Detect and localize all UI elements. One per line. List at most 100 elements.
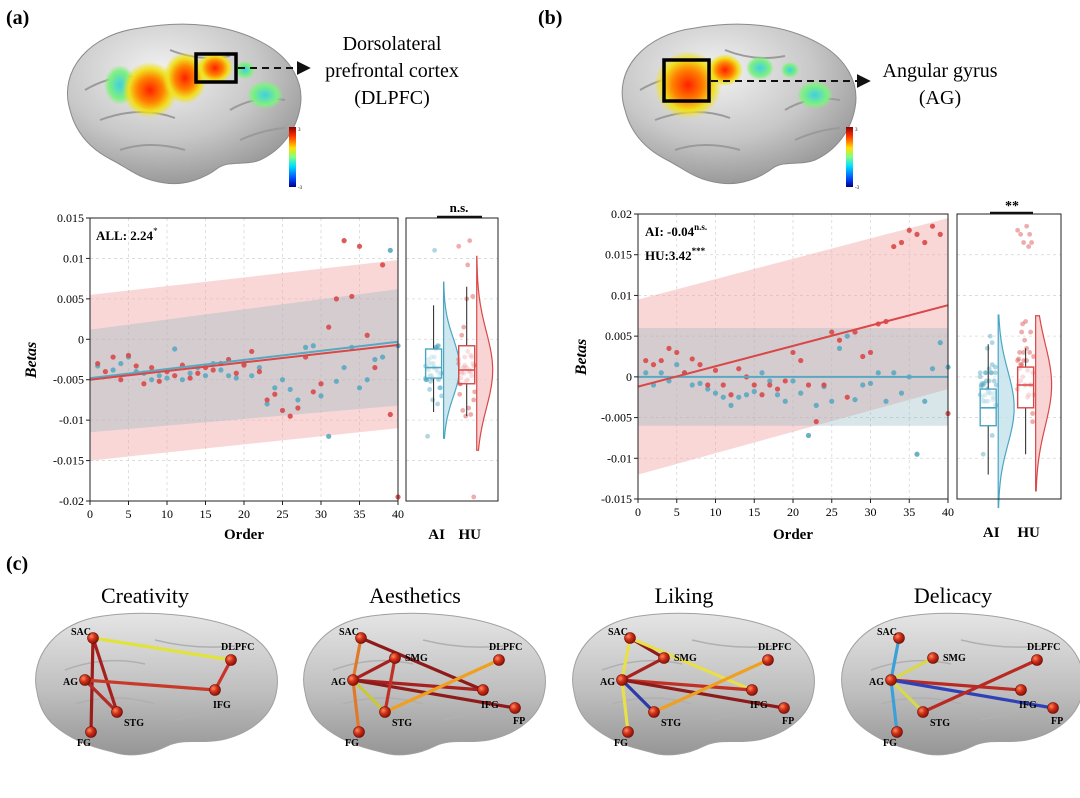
data-point-hu <box>279 407 286 414</box>
data-point-ai <box>813 402 819 408</box>
data-point-ai <box>256 364 262 371</box>
panel-b-brain <box>621 23 871 185</box>
tick-label-x: 30 <box>315 507 327 521</box>
edge-ag-stg <box>351 678 387 714</box>
dist-point-ai <box>979 380 985 386</box>
dist-point-ai <box>427 387 432 392</box>
node-sac <box>87 632 99 644</box>
dist-point-hu <box>459 332 465 338</box>
node-smg <box>658 652 670 664</box>
panel-b-points <box>643 223 951 457</box>
panel-b-fit-lines <box>637 304 949 388</box>
dist-point-ai <box>992 370 998 376</box>
tick-label-y: -0.02 <box>59 494 84 508</box>
tick-label-x: 20 <box>787 505 799 519</box>
data-point-hu <box>643 357 649 364</box>
panel-a-distribution: AI HU <box>423 238 494 543</box>
data-point-ai <box>218 367 224 373</box>
network-title: Delicacy <box>914 583 992 608</box>
network-title: Liking <box>655 583 714 608</box>
data-point-hu <box>798 357 804 364</box>
data-point-ai <box>720 394 726 400</box>
edge-sac-dlpfc <box>91 636 233 662</box>
data-point-ai <box>767 378 773 384</box>
tick-label-y: 0.01 <box>63 251 84 265</box>
panel-b-ylabel: Betas <box>573 339 590 376</box>
tick-label-y: 0.005 <box>605 329 632 343</box>
data-point-hu <box>914 231 920 237</box>
data-point-ai <box>852 397 858 403</box>
panel-a-stat-sup: * <box>153 226 158 236</box>
dist-point-hu <box>456 243 462 249</box>
tick-label-y: 0.015 <box>57 211 84 225</box>
dist-point-ai <box>425 433 430 439</box>
fit-line-hu <box>637 304 949 388</box>
data-point-ai <box>643 370 649 376</box>
dist-point-hu <box>1019 362 1025 368</box>
data-point-ai <box>829 398 835 404</box>
data-point-hu <box>759 392 765 398</box>
network-2: Liking SAC SMG AG STG FG DLPFC IFG FP <box>572 583 815 756</box>
data-point-hu <box>380 262 386 268</box>
tick-label-x: 0 <box>635 505 641 519</box>
edge-ag-stg <box>620 678 656 714</box>
data-point-ai <box>233 375 239 381</box>
box-ai <box>424 348 443 379</box>
data-point-hu <box>650 362 657 368</box>
data-point-ai <box>867 380 874 386</box>
panel-a-xlabel: Order <box>224 527 264 543</box>
dist-point-hu <box>461 324 467 330</box>
tick-label-y: -0.01 <box>607 451 632 465</box>
panel-a-region-line3: (DLPFC) <box>354 87 430 109</box>
node-fg <box>85 726 97 738</box>
panel-a-colorbar-min: -3 <box>298 186 303 191</box>
edge-stg-dlpfc <box>921 658 1039 714</box>
data-point-ai <box>364 377 370 383</box>
data-point-hu <box>341 238 347 244</box>
node-label-fg: FG <box>77 738 91 749</box>
data-point-hu <box>95 360 101 367</box>
data-point-ai <box>658 370 664 376</box>
node-fp <box>778 702 790 714</box>
dist-point-hu <box>1024 223 1030 229</box>
data-point-hu <box>705 382 711 388</box>
data-point-ai <box>712 390 719 396</box>
box-hu <box>1016 366 1035 409</box>
data-point-hu <box>156 378 162 384</box>
data-point-hu <box>141 381 147 387</box>
node-label-fg: FG <box>345 738 359 749</box>
data-point-ai <box>179 377 185 383</box>
dist-point-hu <box>1018 362 1024 368</box>
data-point-hu <box>318 381 324 387</box>
data-point-ai <box>295 397 301 403</box>
data-point-ai <box>318 393 324 399</box>
data-point-ai <box>774 392 781 398</box>
dist-point-hu <box>1019 329 1025 335</box>
data-point-hu <box>666 345 672 351</box>
data-point-ai <box>875 370 881 376</box>
dist-point-hu <box>1021 350 1027 355</box>
dist-point-ai <box>989 340 995 346</box>
edge-ag-stg <box>889 678 925 714</box>
dist-point-ai <box>982 370 988 376</box>
data-point-hu <box>310 389 316 395</box>
tick-label-x: 30 <box>865 505 877 519</box>
edge-ag-fp <box>889 678 1055 710</box>
node-label-fp: FP <box>513 716 525 727</box>
node-sac <box>624 632 636 644</box>
dist-point-ai <box>989 433 995 438</box>
data-point-hu <box>774 386 781 392</box>
data-point-hu <box>813 419 819 425</box>
edge-ag-ifg <box>83 678 217 692</box>
data-point-hu <box>210 367 216 373</box>
node-label-dlpfc: DLPFC <box>1027 642 1060 653</box>
network-1: Aesthetics SAC SMG AG STG FG DLPFC IFG FP <box>303 583 546 756</box>
panel-b-chart: 0 5 10 15 20 25 30 35 40 -0.015 -0.01 -0.005 0 0.005 0… <box>573 199 1062 543</box>
data-point-ai <box>110 367 116 373</box>
node-ag <box>79 674 91 686</box>
data-point-ai <box>898 390 905 396</box>
data-point-hu <box>241 362 247 368</box>
node-ag <box>347 674 359 686</box>
fit-line-hu <box>89 343 399 381</box>
data-point-hu <box>133 363 139 369</box>
